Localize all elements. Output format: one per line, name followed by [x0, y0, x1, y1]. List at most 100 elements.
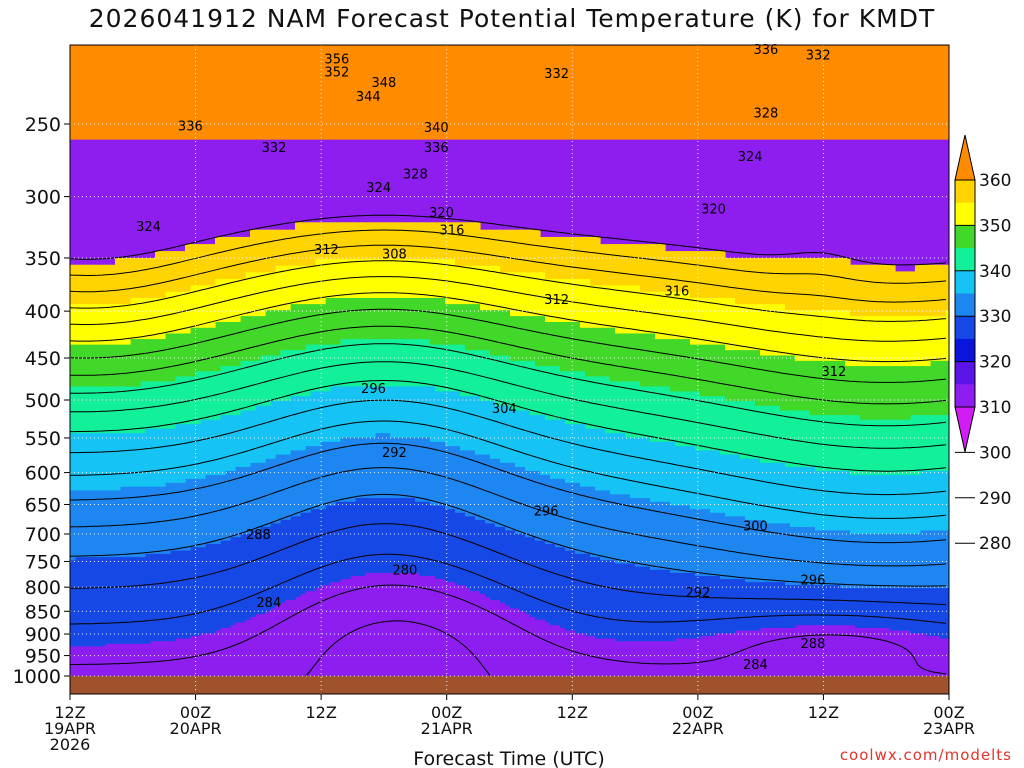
- band-cell: [445, 343, 451, 392]
- band-cell: [120, 343, 126, 387]
- band-cell: [700, 449, 706, 510]
- band-cell: [760, 354, 766, 406]
- band-cell: [95, 489, 101, 558]
- band-cell: [855, 365, 861, 416]
- band-cell: [855, 414, 861, 475]
- band-cell: [230, 277, 236, 322]
- band-cell: [375, 222, 381, 259]
- band-cell: [590, 427, 596, 487]
- band-cell: [85, 303, 91, 345]
- band-cell: [680, 338, 686, 392]
- band-cell: [850, 45, 856, 140]
- band-cell: [850, 315, 856, 367]
- band-cell: [865, 365, 871, 420]
- band-cell: [305, 343, 311, 397]
- band-cell: [920, 414, 926, 471]
- band-cell: [425, 575, 431, 688]
- band-cell: [735, 257, 741, 305]
- band-cell: [825, 257, 831, 311]
- band-cell: [930, 634, 936, 688]
- band-cell: [430, 385, 436, 442]
- x-tick-label: 12Z: [557, 703, 588, 722]
- band-cell: [260, 354, 266, 406]
- band-cell: [475, 222, 481, 266]
- band-cell: [290, 303, 296, 351]
- band-cell: [635, 497, 641, 567]
- band-cell: [595, 326, 601, 377]
- band-cell: [660, 45, 666, 140]
- band-cell: [650, 45, 656, 140]
- band-cell: [900, 629, 906, 688]
- band-cell: [325, 584, 331, 688]
- band-cell: [890, 418, 896, 475]
- band-cell: [695, 508, 701, 577]
- band-cell: [440, 45, 446, 140]
- band-cell: [300, 45, 306, 140]
- y-tick-label: 500: [25, 390, 61, 412]
- band-cell: [520, 610, 526, 688]
- band-cell: [755, 257, 761, 305]
- band-cell: [530, 359, 536, 416]
- band-cell: [705, 251, 711, 298]
- band-cell: [135, 296, 141, 340]
- band-cell: [745, 457, 751, 520]
- colorbar-segment: [955, 361, 975, 385]
- band-cell: [120, 432, 126, 487]
- band-cell: [340, 222, 346, 259]
- band-cell: [370, 222, 376, 259]
- band-cell: [755, 518, 761, 583]
- band-cell: [195, 634, 201, 688]
- band-cell: [180, 251, 186, 292]
- band-cell: [395, 45, 401, 140]
- band-cell: [865, 45, 871, 140]
- band-cell: [590, 326, 596, 377]
- band-cell: [195, 284, 201, 328]
- contour-296: [70, 523, 947, 606]
- band-cell: [210, 542, 216, 634]
- band-cell: [695, 390, 701, 451]
- band-cell: [885, 626, 891, 688]
- band-cell: [265, 229, 271, 273]
- band-cell: [560, 477, 566, 548]
- band-cell: [310, 508, 316, 592]
- band-cell: [755, 45, 761, 140]
- band-cell: [525, 469, 531, 538]
- band-cell: [805, 257, 811, 311]
- band-cell: [180, 332, 186, 377]
- band-cell: [490, 354, 496, 401]
- band-cell: [735, 45, 741, 140]
- band-cell: [355, 436, 361, 499]
- band-cell: [255, 359, 261, 406]
- band-cell: [170, 45, 176, 140]
- band-cell: [375, 432, 381, 499]
- band-cell: [925, 414, 931, 471]
- band-cell: [900, 473, 906, 534]
- band-cell: [945, 637, 949, 688]
- band-cell: [370, 385, 376, 438]
- band-cell: [580, 423, 586, 487]
- band-cell: [635, 244, 641, 286]
- band-cell: [285, 518, 291, 600]
- band-cell: [355, 497, 361, 577]
- band-cell: [675, 338, 681, 392]
- band-cell: [540, 45, 546, 140]
- band-cell: [695, 45, 701, 140]
- band-cell: [385, 45, 391, 140]
- band-cell: [795, 45, 801, 140]
- contour-288: [70, 584, 947, 675]
- band-cell: [70, 645, 76, 688]
- band-cell: [690, 508, 696, 573]
- band-cell: [390, 571, 396, 688]
- band-cell: [600, 637, 606, 688]
- band-cell: [150, 45, 156, 140]
- band-cell: [90, 645, 96, 688]
- band-cell: [370, 257, 376, 298]
- band-cell: [155, 338, 161, 382]
- band-cell: [430, 440, 436, 506]
- band-cell: [765, 404, 771, 463]
- band-cell: [225, 320, 231, 367]
- band-cell: [240, 315, 246, 361]
- band-cell: [270, 607, 276, 688]
- band-cell: [195, 477, 201, 548]
- band-cell: [540, 315, 546, 367]
